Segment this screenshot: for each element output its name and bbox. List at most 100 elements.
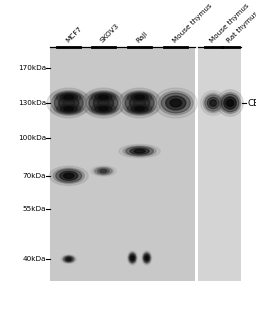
Ellipse shape <box>99 107 108 111</box>
Ellipse shape <box>50 102 87 116</box>
Text: 40kDa: 40kDa <box>22 256 46 262</box>
Ellipse shape <box>64 107 74 111</box>
Ellipse shape <box>93 167 114 175</box>
Ellipse shape <box>221 94 239 112</box>
Ellipse shape <box>85 102 122 116</box>
Ellipse shape <box>51 91 86 115</box>
Ellipse shape <box>224 97 236 109</box>
Ellipse shape <box>205 95 222 111</box>
Ellipse shape <box>219 92 241 114</box>
Ellipse shape <box>93 96 114 110</box>
Ellipse shape <box>86 91 121 115</box>
Ellipse shape <box>89 104 118 114</box>
Ellipse shape <box>125 92 154 102</box>
Ellipse shape <box>126 147 153 156</box>
Ellipse shape <box>134 149 145 153</box>
Ellipse shape <box>61 255 76 263</box>
Text: CBL: CBL <box>247 99 256 108</box>
Ellipse shape <box>54 93 83 113</box>
Ellipse shape <box>60 171 78 180</box>
Text: 100kDa: 100kDa <box>18 135 46 141</box>
Ellipse shape <box>47 88 90 118</box>
Ellipse shape <box>60 94 77 100</box>
Ellipse shape <box>99 95 108 99</box>
Ellipse shape <box>134 99 145 107</box>
Ellipse shape <box>95 106 112 112</box>
Ellipse shape <box>130 148 149 154</box>
Ellipse shape <box>95 94 112 100</box>
Ellipse shape <box>135 107 145 111</box>
Text: 170kDa: 170kDa <box>18 65 46 71</box>
Bar <box>198 47 241 281</box>
Ellipse shape <box>227 100 234 107</box>
Ellipse shape <box>170 99 182 107</box>
Ellipse shape <box>119 144 160 158</box>
Ellipse shape <box>154 88 197 118</box>
Ellipse shape <box>207 97 219 109</box>
Ellipse shape <box>123 146 156 156</box>
Text: 70kDa: 70kDa <box>22 173 46 179</box>
Ellipse shape <box>90 166 116 176</box>
Ellipse shape <box>49 166 88 185</box>
Ellipse shape <box>129 253 136 263</box>
Ellipse shape <box>130 255 135 261</box>
Ellipse shape <box>82 88 125 118</box>
Ellipse shape <box>135 95 145 99</box>
Ellipse shape <box>63 256 75 263</box>
Ellipse shape <box>54 104 83 114</box>
Ellipse shape <box>200 91 226 115</box>
Ellipse shape <box>63 99 74 107</box>
Ellipse shape <box>64 256 74 262</box>
Ellipse shape <box>131 106 148 112</box>
Ellipse shape <box>127 251 137 265</box>
Ellipse shape <box>144 253 150 263</box>
Ellipse shape <box>125 104 154 114</box>
Ellipse shape <box>122 91 157 115</box>
Text: Rat thymus: Rat thymus <box>226 10 256 44</box>
Ellipse shape <box>210 100 217 106</box>
Ellipse shape <box>50 90 87 104</box>
Ellipse shape <box>53 168 84 183</box>
Ellipse shape <box>203 93 223 113</box>
Ellipse shape <box>67 258 71 260</box>
Ellipse shape <box>161 93 190 113</box>
Ellipse shape <box>65 257 72 261</box>
Ellipse shape <box>89 93 118 113</box>
Ellipse shape <box>158 91 193 115</box>
Text: MCF7: MCF7 <box>65 25 83 44</box>
Text: SKOV3: SKOV3 <box>99 22 121 44</box>
Text: Mouse thymus: Mouse thymus <box>209 2 250 44</box>
Ellipse shape <box>100 170 107 173</box>
Ellipse shape <box>127 93 152 101</box>
Ellipse shape <box>144 255 149 261</box>
Bar <box>50 47 195 281</box>
Ellipse shape <box>131 94 148 100</box>
Text: 55kDa: 55kDa <box>22 206 46 212</box>
Ellipse shape <box>56 169 82 182</box>
Ellipse shape <box>60 106 77 112</box>
Ellipse shape <box>54 92 83 102</box>
Text: Raji: Raji <box>135 30 149 44</box>
Ellipse shape <box>118 88 161 118</box>
Ellipse shape <box>56 93 81 101</box>
Text: Mouse thymus: Mouse thymus <box>172 2 213 44</box>
Ellipse shape <box>59 96 79 110</box>
Ellipse shape <box>91 93 116 101</box>
Ellipse shape <box>125 93 154 113</box>
Ellipse shape <box>97 169 110 174</box>
Ellipse shape <box>91 104 116 114</box>
Ellipse shape <box>131 256 134 260</box>
Ellipse shape <box>121 102 158 116</box>
Ellipse shape <box>145 256 148 260</box>
Ellipse shape <box>142 251 152 265</box>
Ellipse shape <box>56 104 81 114</box>
Ellipse shape <box>98 99 109 107</box>
Text: 130kDa: 130kDa <box>18 100 46 106</box>
Ellipse shape <box>166 96 186 110</box>
Ellipse shape <box>129 252 136 264</box>
Ellipse shape <box>64 95 74 99</box>
Ellipse shape <box>217 90 243 116</box>
Ellipse shape <box>89 92 118 102</box>
Ellipse shape <box>95 168 112 174</box>
Ellipse shape <box>130 96 150 110</box>
